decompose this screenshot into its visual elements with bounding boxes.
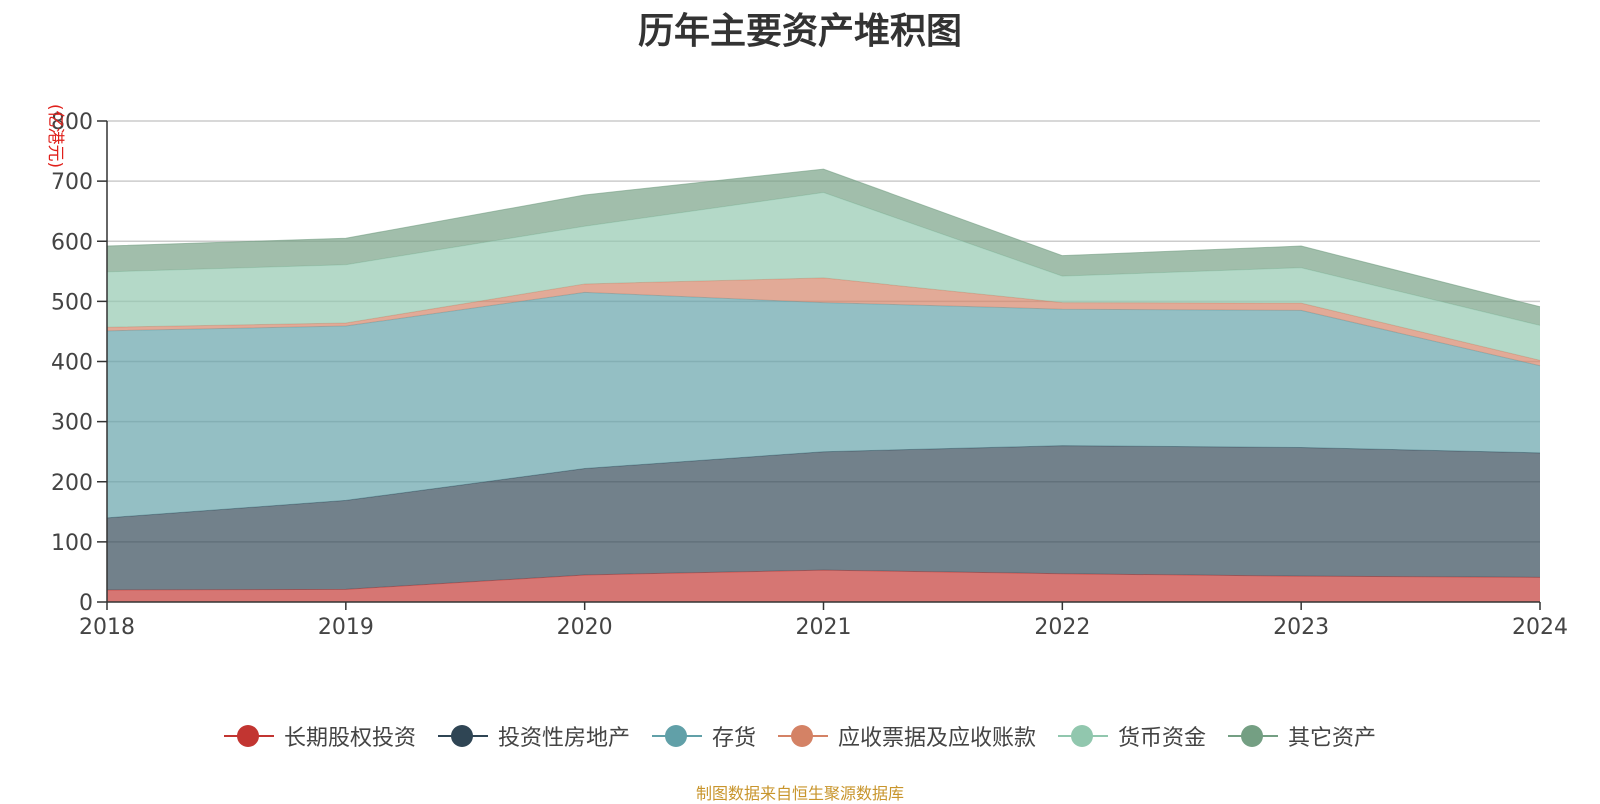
- area-series-edge-6: [106, 168, 1541, 308]
- y-tick-label: 800: [51, 110, 93, 135]
- y-tick-label: 0: [79, 591, 93, 616]
- legend-item[interactable]: 投资性房地产: [437, 720, 630, 752]
- chart-title: 历年主要资产堆积图: [637, 11, 962, 52]
- data-source-note: 制图数据来自恒生聚源数据库: [695, 784, 904, 803]
- series-areas: [106, 168, 1541, 602]
- legend-item[interactable]: 货币资金: [1058, 720, 1206, 752]
- legend-label: 应收票据及应收账款: [838, 726, 1037, 751]
- legend-marker-icon: [651, 724, 702, 748]
- x-tick-label: 2018: [79, 615, 135, 640]
- y-tick-label: 100: [51, 531, 93, 556]
- legend-marker-icon: [1228, 724, 1279, 748]
- legend-marker-icon: [437, 724, 488, 748]
- area-series-1: [107, 570, 1540, 602]
- legend-label: 其它资产: [1288, 726, 1377, 751]
- legend-label: 投资性房地产: [497, 726, 630, 751]
- legend-marker-icon: [778, 724, 828, 748]
- x-tick-label: 2024: [1512, 615, 1568, 640]
- y-tick-label: 400: [51, 351, 93, 376]
- y-axis-unit: (亿港元): [45, 104, 65, 168]
- y-tick-label: 600: [51, 230, 93, 255]
- legend-item[interactable]: 应收票据及应收账款: [778, 720, 1036, 752]
- legend-marker-icon: [223, 724, 274, 748]
- legend-label: 存货: [711, 726, 756, 751]
- x-tick-label: 2020: [557, 615, 613, 640]
- axes: 0 100 200 300 400 500 600 700 800 2018 2019 2020 202…: [51, 110, 1568, 640]
- x-tick-label: 2023: [1273, 615, 1329, 640]
- area-series-2: [107, 445, 1540, 590]
- y-tick-label: 200: [51, 471, 93, 496]
- y-tick-label: 500: [51, 290, 93, 315]
- area-series-4: [107, 277, 1540, 366]
- x-tick-label: 2021: [796, 615, 852, 640]
- legend-label: 货币资金: [1118, 726, 1207, 751]
- y-tick-label: 300: [51, 411, 93, 436]
- area-series-3: [107, 292, 1540, 518]
- legend: 长期股权投资 投资性房地产 存货 应收票据及应收账款 货币资金 其它资产: [0, 720, 1600, 752]
- legend-item[interactable]: 存货: [651, 720, 756, 752]
- x-tick-label: 2022: [1034, 615, 1090, 640]
- legend-label: 长期股权投资: [283, 726, 416, 751]
- area-series-5: [107, 192, 1540, 361]
- y-tick-label: 700: [51, 170, 93, 195]
- legend-marker-icon: [1058, 724, 1109, 748]
- legend-item[interactable]: 其它资产: [1228, 720, 1376, 752]
- legend-item[interactable]: 长期股权投资: [223, 720, 416, 752]
- x-tick-label: 2019: [318, 615, 374, 640]
- area-series-6: [107, 169, 1540, 326]
